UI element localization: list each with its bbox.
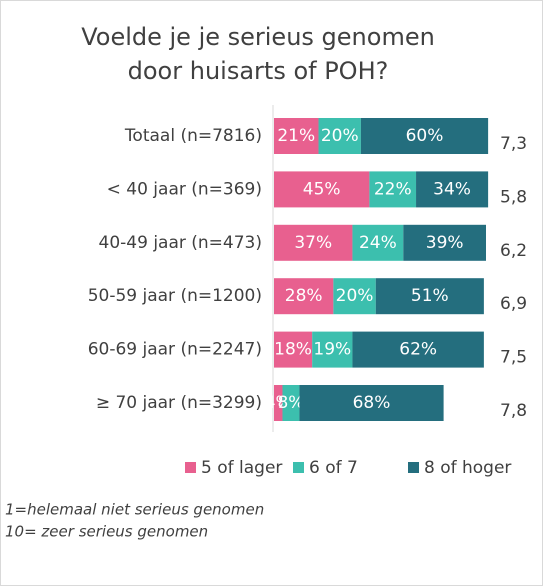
bar-segment [274, 118, 319, 154]
legend-label: 6 of 7 [309, 458, 358, 478]
legend-swatch [185, 462, 196, 473]
data-label: 21% [277, 126, 315, 146]
chart-title: Voelde je je serieus genomen [81, 23, 435, 51]
data-label: 60% [406, 126, 444, 146]
data-label: 37% [294, 233, 332, 253]
average-label: 6,9 [500, 294, 527, 314]
data-label: 18% [274, 340, 312, 360]
data-label: 39% [426, 233, 464, 253]
bar-segment [312, 331, 353, 368]
bar-segment [403, 224, 486, 261]
category-label: ≥ 70 jaar (n=3299) [96, 393, 262, 413]
legend-swatch [408, 462, 419, 473]
bar-segment [352, 224, 404, 261]
bar-segment [318, 118, 361, 154]
bar-segment [274, 224, 353, 261]
bar-segment [352, 331, 484, 368]
bar-segment [274, 278, 334, 315]
data-label: 68% [353, 393, 391, 413]
bar-segment [299, 385, 444, 421]
note: 1=helemaal niet serieus genomen [5, 501, 264, 519]
data-label: 62% [399, 340, 437, 360]
legend-label: 5 of lager [201, 458, 282, 478]
bar-segment [375, 278, 484, 315]
average-label: 6,2 [500, 241, 527, 261]
data-label: 45% [303, 179, 341, 199]
category-label: 40-49 jaar (n=473) [99, 233, 262, 253]
data-label: 34% [433, 179, 471, 199]
data-label: 19% [313, 340, 351, 360]
category-label: < 40 jaar (n=369) [107, 179, 262, 199]
category-label: 60-69 jaar (n=2247) [88, 340, 262, 360]
data-label: 24% [359, 233, 397, 253]
average-label: 7,3 [500, 134, 527, 154]
bar-segment [274, 171, 370, 208]
note: 10= zeer serieus genomen [5, 523, 208, 541]
bar-segment [333, 278, 376, 315]
bar-segment [369, 171, 417, 208]
bar-segment [282, 385, 300, 421]
bar-segment [274, 385, 283, 421]
chart-title: door huisarts of POH? [128, 57, 389, 85]
average-label: 5,8 [500, 187, 527, 207]
legend-label: 8 of hoger [424, 458, 511, 478]
average-label: 7,8 [500, 401, 527, 421]
data-label: 22% [374, 179, 412, 199]
data-label: 8% [277, 393, 304, 413]
bar-segment [274, 331, 313, 368]
data-label: 51% [411, 286, 449, 306]
bar-segment [360, 118, 489, 154]
data-label: 20% [321, 126, 359, 146]
legend-swatch [293, 462, 304, 473]
data-label: 20% [336, 286, 374, 306]
data-label: 28% [285, 286, 323, 306]
bar-segment [416, 171, 489, 208]
average-label: 7,5 [500, 348, 527, 368]
category-label: 50-59 jaar (n=1200) [88, 286, 262, 306]
category-label: Totaal (n=7816) [124, 126, 262, 146]
